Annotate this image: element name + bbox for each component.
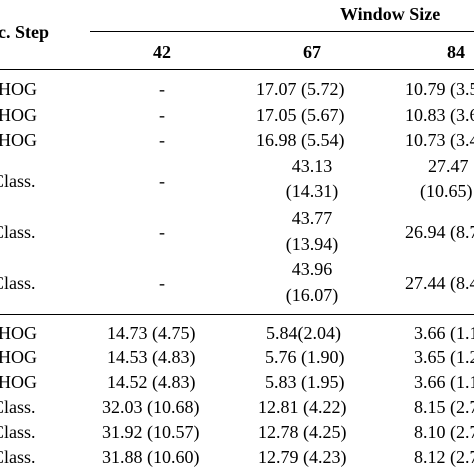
cell-84-line1: 27.47 — [428, 156, 469, 176]
group-header-rule — [90, 31, 474, 32]
cell-67: 5.83 (1.95) — [265, 372, 345, 392]
cell-84: 10.73 (3.4 — [405, 130, 474, 150]
row-step-label: Class. — [0, 397, 36, 417]
cell-67-line2: (13.94) — [285, 234, 339, 254]
row-step-label: Class. — [0, 447, 36, 467]
cell-84: 8.12 (2.7 — [414, 447, 474, 467]
cell-42: - — [159, 105, 165, 125]
row-step-label: HOG — [0, 347, 37, 367]
cell-67-line2: (16.07) — [285, 285, 339, 305]
cell-84: 26.94 (8.7 — [405, 222, 474, 242]
cell-42: 31.88 (10.60) — [102, 447, 200, 467]
section-divider-rule — [0, 314, 474, 315]
window-size-group-header: Window Size — [340, 4, 441, 24]
row-step-label: Class. — [0, 422, 36, 442]
cell-42: - — [159, 273, 165, 293]
cell-42: 31.92 (10.57) — [102, 422, 200, 442]
row-step-label: Class. — [0, 171, 36, 191]
cell-84: 3.66 (1.1 — [414, 372, 474, 392]
header-bottom-rule — [0, 69, 474, 70]
row-step-label: HOG — [0, 79, 37, 99]
cell-67: 17.07 (5.72) — [256, 79, 345, 99]
row-step-label: HOG — [0, 323, 37, 343]
cell-42: - — [159, 130, 165, 150]
cell-67: 17.05 (5.67) — [256, 105, 345, 125]
cell-84: 10.79 (3.5 — [405, 79, 474, 99]
cell-84: 27.44 (8.4 — [405, 273, 474, 293]
cell-67: 5.76 (1.90) — [265, 347, 345, 367]
column-header-42: 42 — [153, 42, 171, 62]
step-column-header: c. Step — [0, 22, 49, 42]
cell-84-line2: (10.65) — [420, 181, 473, 201]
cell-42: 32.03 (10.68) — [102, 397, 200, 417]
cell-84: 3.66 (1.1 — [414, 323, 474, 343]
cell-67: 12.81 (4.22) — [258, 397, 347, 417]
cell-67-line2: (14.31) — [285, 181, 339, 201]
row-step-label: Class. — [0, 273, 36, 293]
cell-67: 5.84(2.04) — [266, 323, 341, 343]
cell-67: 16.98 (5.54) — [256, 130, 345, 150]
cell-84: 8.15 (2.7 — [414, 397, 474, 417]
cell-42: 14.53 (4.83) — [107, 347, 196, 367]
cell-84: 3.65 (1.2 — [414, 347, 474, 367]
cell-67-line1: 43.96 — [291, 259, 333, 279]
cell-84: 8.10 (2.7 — [414, 422, 474, 442]
cell-42: - — [159, 171, 165, 191]
cell-42: - — [159, 222, 165, 242]
row-step-label: HOG — [0, 105, 37, 125]
row-step-label: HOG — [0, 130, 37, 150]
row-step-label: HOG — [0, 372, 37, 392]
column-header-84: 84 — [447, 42, 465, 62]
cell-67-line1: 43.77 — [291, 208, 333, 228]
cell-67-line1: 43.13 — [291, 156, 333, 176]
cell-42: 14.73 (4.75) — [107, 323, 196, 343]
cell-67: 12.78 (4.25) — [258, 422, 347, 442]
cell-84: 10.83 (3.6 — [405, 105, 474, 125]
cell-42: - — [159, 79, 165, 99]
row-step-label: Class. — [0, 222, 36, 242]
cell-67: 12.79 (4.23) — [258, 447, 347, 467]
column-header-67: 67 — [303, 42, 321, 62]
cell-42: 14.52 (4.83) — [107, 372, 196, 392]
